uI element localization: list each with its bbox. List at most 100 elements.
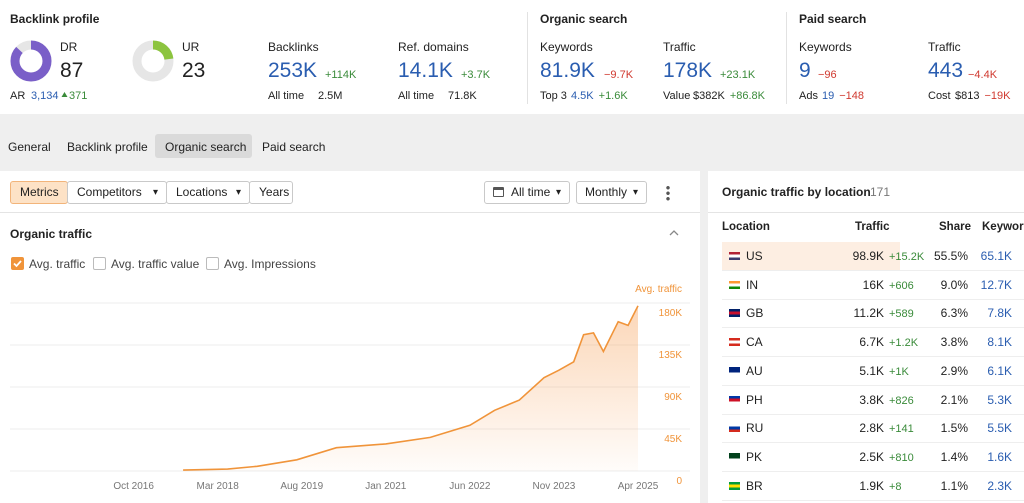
location: PH (746, 392, 763, 407)
keywords: 5.5K (987, 421, 1012, 436)
sub-label: All time (398, 90, 435, 102)
checkbox[interactable] (206, 257, 219, 270)
flag (729, 481, 740, 490)
metric-change: +23.1K (720, 69, 756, 81)
tab[interactable]: Organic search (165, 140, 247, 154)
sub-change: −19K (984, 90, 1011, 102)
y-tick-label: 45K (664, 434, 682, 445)
column-header: Keywords (982, 221, 1024, 233)
traffic: 3.8K (859, 392, 884, 407)
table-panel (708, 171, 1024, 503)
row-divider (722, 413, 1024, 415)
checkbox[interactable] (93, 257, 106, 270)
traffic-change: +1.2K (889, 337, 919, 350)
panel-title: Organic traffic by location (722, 185, 871, 199)
metric-label: Keywords (540, 40, 593, 54)
sub-value: 71.8K (448, 90, 477, 102)
ur-donut (132, 40, 174, 82)
metric-label: Traffic (928, 40, 961, 54)
traffic: 2.5K (859, 449, 884, 464)
active-tab-bg (155, 134, 252, 158)
metric-value: 23 (182, 59, 206, 82)
sub-change: −148 (839, 90, 865, 102)
sub-value: $382K (693, 90, 725, 102)
metric-value: 87 (60, 59, 84, 82)
traffic: 1.9K (859, 478, 884, 493)
area (183, 305, 638, 471)
tab[interactable]: Paid search (262, 140, 326, 154)
toolbar-button[interactable]: Metrics (10, 181, 68, 204)
dropdown-arrow: ▾ (152, 187, 158, 198)
tab[interactable]: Backlink profile (67, 140, 148, 154)
traffic-change: +1K (889, 365, 909, 378)
row-divider (722, 384, 1024, 386)
keywords: 2.3K (987, 478, 1012, 493)
metric-label: UR (182, 40, 200, 54)
interval-button[interactable]: Monthly ▾ (576, 181, 647, 204)
toolbar-button[interactable]: Locations ▾ (166, 181, 250, 204)
share: 3.8% (940, 335, 968, 350)
divider (0, 212, 700, 213)
metric-label: DR (60, 40, 78, 54)
metric-change: −9.7K (604, 69, 634, 81)
x-tick-label: Oct 2016 (113, 481, 154, 492)
keywords: 7.8K (987, 306, 1012, 321)
location: US (746, 249, 763, 263)
x-tick-label: Jun 2022 (449, 481, 491, 492)
flag (729, 452, 740, 461)
section-title: Paid search (799, 12, 867, 26)
dropdown-arrow: ▾ (632, 187, 638, 198)
flag (729, 366, 740, 375)
keywords: 6.1K (987, 363, 1012, 378)
toolbar-button[interactable]: Years (249, 181, 293, 204)
share: 6.3% (940, 306, 968, 321)
calendar-icon (493, 187, 504, 197)
metric-value: 81.9K (540, 59, 595, 82)
keywords: 8.1K (987, 335, 1012, 350)
divider (786, 12, 787, 104)
row-divider (722, 442, 1024, 444)
donut-arc (132, 40, 174, 82)
collapse-icon[interactable] (668, 228, 680, 238)
traffic: 5.1K (859, 363, 884, 378)
traffic-change: +606 (889, 279, 914, 292)
row-divider (722, 470, 1024, 472)
y-tick-label: 90K (664, 392, 682, 403)
traffic-change: +589 (889, 308, 914, 321)
sub-label: Top 3 (540, 90, 567, 102)
tab[interactable]: General (8, 140, 51, 154)
line (183, 305, 639, 471)
sub-value: 19 (822, 90, 835, 102)
section-title: Organic search (540, 12, 628, 26)
traffic-change: +810 (889, 451, 914, 464)
metric-value: 443 (928, 59, 964, 82)
metric-change: +3.7K (461, 69, 491, 81)
keywords: 65.1K (980, 249, 1012, 263)
metric-label: Keywords (799, 40, 852, 54)
traffic-change: +826 (889, 394, 914, 407)
toolbar-button[interactable]: Competitors ▾ (67, 181, 167, 204)
sub-change: +86.8K (729, 90, 765, 102)
more-icon[interactable] (666, 185, 670, 201)
sub-value: 3,134 (31, 90, 59, 102)
x-tick-label: Aug 2019 (280, 481, 323, 492)
x-tick-label: Apr 2025 (618, 481, 659, 492)
flag (729, 395, 740, 404)
dr-donut (10, 40, 52, 82)
row-divider (722, 499, 1024, 501)
row-divider (722, 356, 1024, 358)
range-button[interactable]: All time ▾ (484, 181, 570, 204)
y-tick-label: 180K (659, 308, 683, 319)
x-tick-label: Nov 2023 (533, 481, 576, 492)
metric-value: 253K (268, 59, 318, 82)
traffic: 6.7K (859, 335, 884, 350)
metric-change: +114K (325, 69, 357, 81)
share: 1.1% (940, 478, 968, 493)
sub-change: 371 (69, 90, 88, 102)
share: 9.0% (940, 277, 968, 292)
checkbox[interactable] (11, 257, 24, 270)
sub-value: 2.5M (318, 90, 343, 102)
row-divider (722, 270, 1024, 271)
row-divider (722, 298, 1024, 300)
